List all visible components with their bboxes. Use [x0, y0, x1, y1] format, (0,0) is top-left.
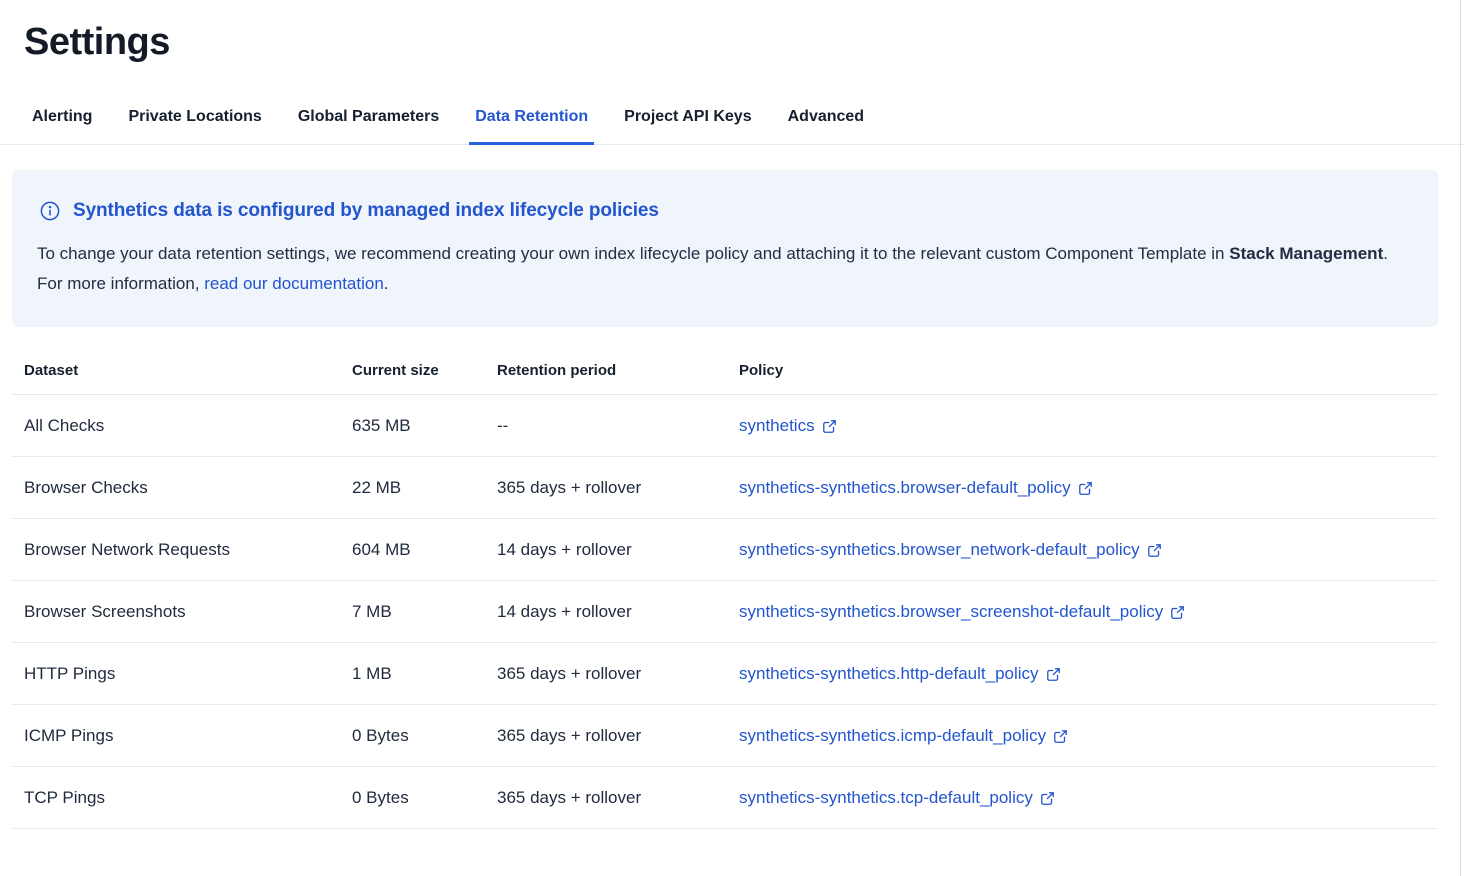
policy-link[interactable]: synthetics-synthetics.browser-default_po… [739, 478, 1093, 498]
callout-text: . [383, 274, 389, 293]
size-cell: 0 Bytes [352, 787, 409, 807]
table-row: Browser Screenshots 7 MB 14 days + rollo… [12, 581, 1438, 643]
external-link-icon [1171, 606, 1185, 619]
retention-cell: 14 days + rollover [497, 539, 632, 559]
table-row: Browser Checks 22 MB 365 days + rollover… [12, 457, 1438, 519]
table-row: ICMP Pings 0 Bytes 365 days + rollover s… [12, 705, 1438, 767]
policy-link-label: synthetics-synthetics.browser_screenshot… [739, 601, 1164, 621]
policy-link-label: synthetics-synthetics.icmp-default_polic… [739, 725, 1047, 745]
callout-text: To change your data retention settings, … [37, 244, 1230, 263]
size-cell: 0 Bytes [352, 725, 409, 745]
size-cell: 604 MB [352, 539, 411, 559]
documentation-link[interactable]: read our documentation [204, 274, 384, 293]
dataset-cell: Browser Checks [24, 477, 148, 497]
retention-cell: 365 days + rollover [497, 725, 642, 745]
policy-link[interactable]: synthetics [739, 416, 837, 436]
table-row: Browser Network Requests 604 MB 14 days … [12, 519, 1438, 581]
dataset-cell: Browser Network Requests [24, 539, 230, 559]
dataset-cell: ICMP Pings [24, 725, 114, 745]
external-link-icon [1046, 668, 1060, 681]
retention-cell: 365 days + rollover [497, 477, 642, 497]
callout-body: To change your data retention settings, … [37, 239, 1397, 299]
external-link-icon [1054, 730, 1067, 743]
size-cell: 1 MB [352, 663, 392, 683]
retention-cell: 14 days + rollover [497, 601, 632, 621]
policy-link[interactable]: synthetics-synthetics.http-default_polic… [739, 664, 1061, 684]
external-link-icon [1078, 482, 1092, 495]
column-header-policy: Policy [739, 362, 784, 379]
policy-link-label: synthetics-synthetics.tcp-default_policy [739, 787, 1033, 807]
info-icon [40, 201, 60, 221]
column-header-retention-period: Retention period [497, 362, 617, 379]
policy-link[interactable]: synthetics-synthetics.browser_screenshot… [739, 602, 1185, 622]
table-row: TCP Pings 0 Bytes 365 days + rollover sy… [12, 767, 1438, 829]
table-row: HTTP Pings 1 MB 365 days + rollover synt… [12, 643, 1438, 705]
table-header-row: Dataset Current size Retention period Po… [12, 352, 1438, 395]
policy-link-label: synthetics [739, 415, 815, 435]
external-link-icon [822, 420, 836, 433]
size-cell: 635 MB [352, 415, 411, 435]
settings-tabs: Alerting Private Locations Global Parame… [0, 68, 1464, 145]
external-link-icon [1147, 544, 1161, 557]
size-cell: 7 MB [352, 601, 392, 621]
page-right-border [1460, 0, 1461, 876]
page-header: Settings [0, 0, 1464, 68]
dataset-cell: HTTP Pings [24, 663, 116, 683]
callout-title: Synthetics data is configured by managed… [73, 200, 659, 221]
tab-alerting[interactable]: Alerting [32, 108, 93, 125]
policy-link-label: synthetics-synthetics.browser-default_po… [739, 477, 1071, 497]
table-body: All Checks 635 MB -- synthetics Browser … [12, 395, 1438, 829]
retention-cell: 365 days + rollover [497, 787, 642, 807]
column-header-dataset: Dataset [24, 362, 79, 379]
external-link-icon [1040, 792, 1054, 805]
policy-link[interactable]: synthetics-synthetics.icmp-default_polic… [739, 726, 1068, 746]
policy-link[interactable]: synthetics-synthetics.tcp-default_policy [739, 788, 1055, 808]
dataset-cell: Browser Screenshots [24, 601, 186, 621]
dataset-cell: TCP Pings [24, 787, 105, 807]
tab-data-retention[interactable]: Data Retention [469, 94, 595, 145]
retention-cell: 365 days + rollover [497, 663, 642, 683]
policy-link[interactable]: synthetics-synthetics.browser_network-de… [739, 540, 1162, 560]
data-retention-table: Dataset Current size Retention period Po… [12, 352, 1438, 829]
size-cell: 22 MB [352, 477, 402, 497]
page-title: Settings [24, 21, 170, 63]
policy-link-label: synthetics-synthetics.http-default_polic… [739, 663, 1039, 683]
retention-cell: -- [497, 415, 509, 435]
tab-advanced[interactable]: Advanced [787, 108, 865, 125]
column-header-current-size: Current size [352, 362, 439, 379]
tab-global-parameters[interactable]: Global Parameters [297, 108, 440, 125]
callout-text: . For more information, [37, 244, 1388, 293]
tab-private-locations[interactable]: Private Locations [128, 108, 262, 125]
policy-link-label: synthetics-synthetics.browser_network-de… [739, 539, 1140, 559]
tab-project-api-keys[interactable]: Project API Keys [624, 108, 752, 125]
table-row: All Checks 635 MB -- synthetics [12, 395, 1438, 457]
callout-bold-text: Stack Management [1229, 244, 1384, 263]
lifecycle-policy-callout: Synthetics data is configured by managed… [12, 170, 1438, 327]
dataset-cell: All Checks [24, 415, 105, 435]
